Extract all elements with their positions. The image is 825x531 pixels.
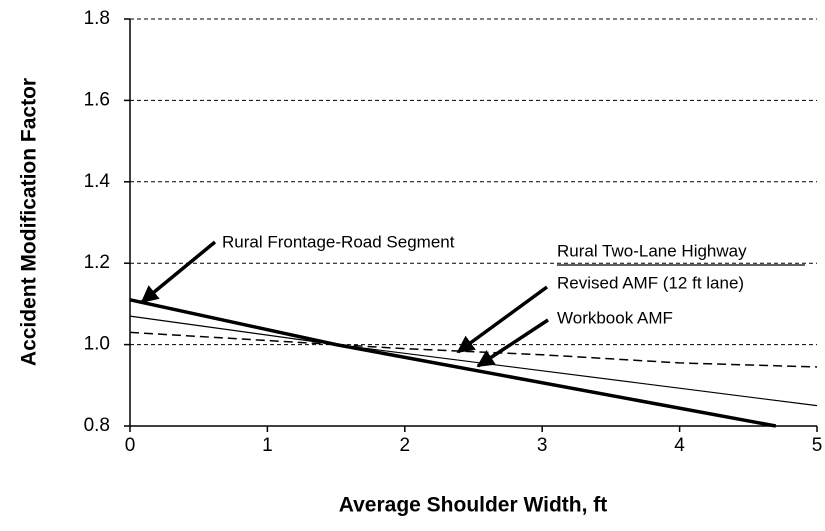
series-line — [129, 315, 818, 407]
x-axis-label: Average Shoulder Width, ft — [339, 494, 608, 517]
annotation: Rural Two-Lane Highway — [557, 241, 747, 260]
x-tick-label: 1 — [262, 435, 273, 456]
x-tick-label: 3 — [537, 435, 548, 456]
series-label: Rural Frontage-Road Segment — [222, 232, 455, 251]
label-arrow — [456, 285, 549, 354]
series-label: Workbook AMF — [557, 308, 673, 327]
x-tick-label: 5 — [812, 435, 823, 456]
y-tick-label: 1.0 — [84, 334, 110, 355]
y-tick-label: 1.6 — [84, 89, 110, 110]
x-tick-label: 4 — [674, 435, 685, 456]
y-tick-label: 1.4 — [84, 171, 111, 192]
label-arrow — [140, 240, 217, 304]
y-tick-label: 0.8 — [84, 415, 110, 436]
x-tick-label: 0 — [125, 435, 136, 456]
series-label: Revised AMF (12 ft lane) — [557, 273, 744, 292]
x-tick-label: 2 — [400, 435, 411, 456]
y-tick-label: 1.8 — [84, 8, 110, 29]
series-line — [129, 331, 818, 368]
y-tick-label: 1.2 — [84, 252, 110, 273]
label-arrow — [476, 318, 549, 368]
y-axis-label: Accident Modification Factor — [18, 78, 41, 366]
